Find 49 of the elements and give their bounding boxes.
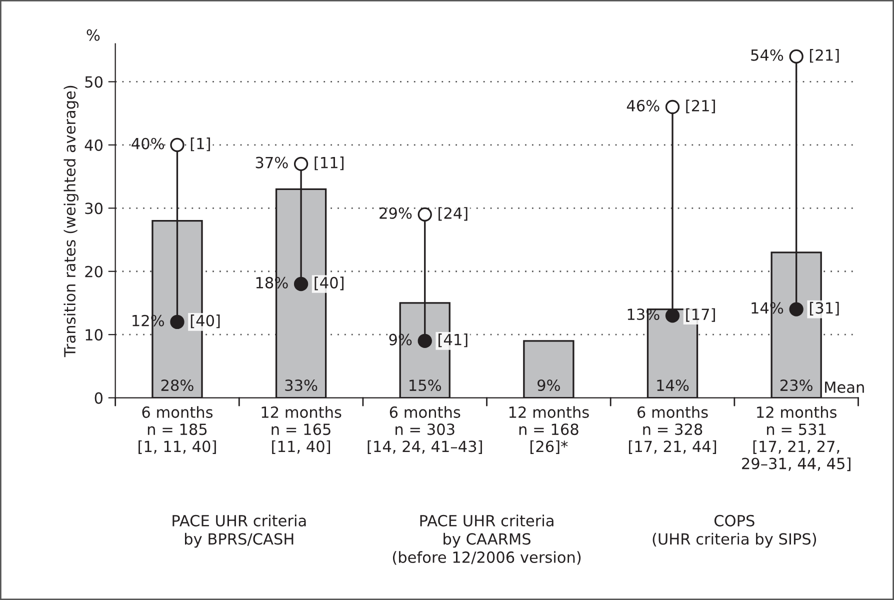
data-label: 28% <box>161 379 194 392</box>
text: PACE UHR criteria by CAARMS (before 12/2006 version) <box>392 514 581 565</box>
annotation: [11] <box>314 156 344 170</box>
y-tick-label: 50 <box>85 76 103 88</box>
point <box>418 334 432 348</box>
data-label: 33% <box>285 379 318 392</box>
y-tick-label: 10 <box>86 329 103 341</box>
y-tick-label: 0 <box>94 392 103 404</box>
annotation: [1] <box>190 138 210 152</box>
point <box>170 138 184 152</box>
data-label: 15% <box>410 379 442 392</box>
text: PACE UHR criteria by BPRS/CASH <box>172 514 306 548</box>
x-tick-label: 6 months n = 328 [17, 21, 44] <box>628 406 716 454</box>
y-tick-label: 40 <box>84 139 103 151</box>
data-label: 46% <box>626 100 660 112</box>
point <box>665 100 680 114</box>
x-tick-label: 12 months n = 531 [17, 21, 27, 29–31, 44, 45] <box>742 406 850 472</box>
point <box>294 156 308 171</box>
annotation: [24] <box>438 207 468 221</box>
data-label: 29% <box>380 207 412 219</box>
annotation: [40] <box>314 276 344 290</box>
text: COPS (UHR criteria by SIPS) <box>652 514 816 548</box>
annotation: [40] <box>190 314 220 328</box>
y-axis-title: Transition rates (weighted average) <box>64 86 79 358</box>
x-tick-label: 12 months n = 168 [26]* <box>509 406 589 454</box>
series-label: Mean <box>825 382 864 393</box>
y-tick-label: 20 <box>85 266 103 278</box>
data-label: 54% <box>751 49 784 61</box>
data-label: 14% <box>657 379 689 392</box>
data-label: 37% <box>256 156 288 168</box>
annotation: [21] <box>686 100 715 114</box>
point <box>294 276 308 292</box>
annotation: [17] <box>686 308 715 322</box>
point <box>418 207 432 222</box>
point <box>170 314 184 330</box>
x-tick-label: 6 months n = 185 [1, 11, 40] <box>138 406 216 454</box>
text: % <box>86 29 100 41</box>
annotation: [31] <box>810 302 839 316</box>
annotation: [41] <box>438 334 468 348</box>
data-label: 40% <box>132 138 164 150</box>
point <box>789 49 804 64</box>
data-label: 23% <box>780 379 812 392</box>
point <box>789 302 804 316</box>
data-label: 9% <box>538 379 560 392</box>
x-tick-label: 6 months n = 303 [14, 24, 41–43] <box>368 406 482 454</box>
x-tick-label: 12 months n = 165 [11, 40] <box>262 406 342 454</box>
y-tick-label: 30 <box>85 202 103 214</box>
annotation: [21] <box>810 49 839 63</box>
point <box>665 308 680 323</box>
